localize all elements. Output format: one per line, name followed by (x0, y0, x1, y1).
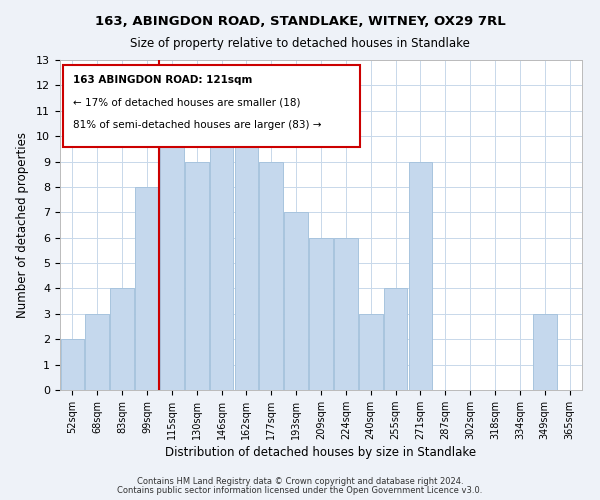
Bar (334, 238, 358, 390)
Bar (110, 288, 134, 390)
Y-axis label: Number of detached properties: Number of detached properties (16, 132, 29, 318)
Text: Contains public sector information licensed under the Open Government Licence v3: Contains public sector information licen… (118, 486, 482, 495)
Bar (409, 162, 432, 390)
Text: ← 17% of detached houses are smaller (18): ← 17% of detached houses are smaller (18… (73, 98, 301, 108)
Bar (210, 136, 233, 390)
Bar (259, 162, 283, 390)
X-axis label: Distribution of detached houses by size in Standlake: Distribution of detached houses by size … (166, 446, 476, 459)
Bar (135, 187, 159, 390)
Text: 163 ABINGDON ROAD: 121sqm: 163 ABINGDON ROAD: 121sqm (73, 75, 253, 85)
Bar (185, 162, 209, 390)
Bar (384, 288, 407, 390)
Text: Size of property relative to detached houses in Standlake: Size of property relative to detached ho… (130, 38, 470, 51)
Bar (284, 212, 308, 390)
Bar (85, 314, 109, 390)
Bar (309, 238, 333, 390)
Text: 81% of semi-detached houses are larger (83) →: 81% of semi-detached houses are larger (… (73, 120, 322, 130)
FancyBboxPatch shape (62, 65, 360, 148)
Text: Contains HM Land Registry data © Crown copyright and database right 2024.: Contains HM Land Registry data © Crown c… (137, 477, 463, 486)
Text: 163, ABINGDON ROAD, STANDLAKE, WITNEY, OX29 7RL: 163, ABINGDON ROAD, STANDLAKE, WITNEY, O… (95, 15, 505, 28)
Bar (160, 111, 184, 390)
Bar (359, 314, 383, 390)
Bar (61, 339, 84, 390)
Bar (235, 136, 258, 390)
Bar (533, 314, 557, 390)
